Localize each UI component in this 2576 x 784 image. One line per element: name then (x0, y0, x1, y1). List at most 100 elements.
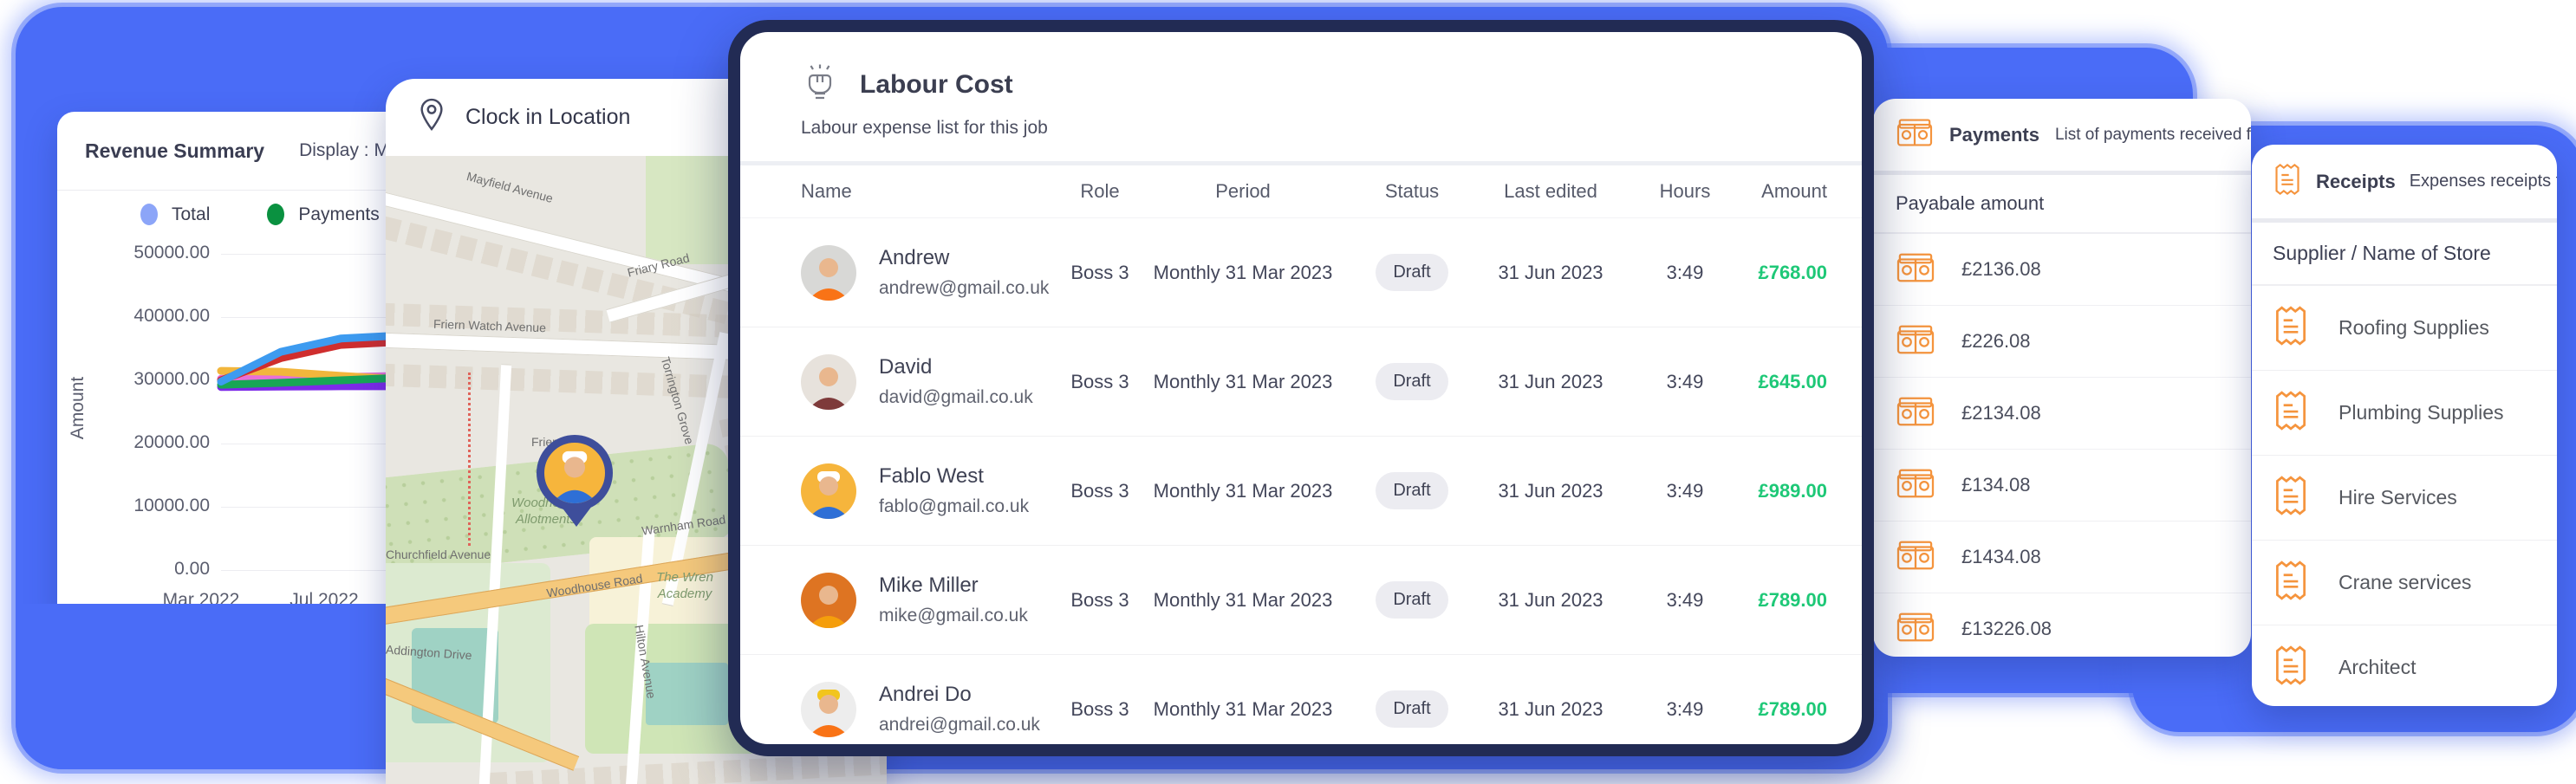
supplier-name: Roofing Supplies (2339, 316, 2489, 339)
worker-role: Boss 3 (1070, 479, 1129, 502)
payments-card: Payments List of payments received for t… (1873, 99, 2251, 657)
revenue-title: Revenue Summary (85, 139, 265, 162)
payment-row[interactable]: £13226.08 (1873, 593, 2251, 657)
column-header: Hours (1659, 180, 1711, 202)
y-axis-tick: 50000.00 (133, 243, 210, 262)
legend-dot-payments (267, 204, 285, 225)
receipt-row[interactable]: Plumbing Supplies (2252, 371, 2557, 456)
worker-name: David (879, 355, 933, 379)
worker-period: Monthly 31 Mar 2023 (1153, 261, 1333, 283)
column-header: Period (1215, 180, 1271, 202)
amount: £768.00 (1758, 261, 1827, 283)
banknote-icon (1896, 394, 1935, 433)
payments-column-header: Payabale amount (1896, 192, 2045, 214)
clock-in-title: Clock in Location (465, 105, 631, 129)
last-edited: 31 Jun 2023 (1498, 261, 1603, 283)
legend-item-total: Total (140, 204, 210, 225)
column-header: Amount (1761, 180, 1827, 202)
receipt-icon (2273, 559, 2309, 606)
y-axis-tick: 40000.00 (133, 306, 210, 326)
worker-email: andrew@gmail.co.uk (879, 278, 1050, 298)
worker-period: Monthly 31 Mar 2023 (1153, 370, 1333, 392)
avatar (801, 244, 856, 301)
avatar (544, 443, 605, 503)
amount: £645.00 (1758, 370, 1827, 392)
status-badge: Draft (1376, 581, 1448, 619)
table-row[interactable]: Fablo West fablo@gmail.co.uk Boss 3 Mont… (740, 437, 1862, 546)
supplier-name: Crane services (2339, 571, 2472, 593)
y-axis-tick: 20000.00 (133, 432, 210, 452)
payment-amount: £13226.08 (1961, 618, 2052, 639)
payment-amount: £134.08 (1961, 474, 2031, 496)
receipt-icon (2273, 162, 2302, 201)
payment-row[interactable]: £2136.08 (1873, 234, 2251, 306)
receipt-row[interactable]: Architect (2252, 625, 2557, 706)
legend-label-total: Total (172, 204, 211, 224)
receipt-icon (2273, 474, 2309, 522)
labour-fist-icon (801, 63, 839, 106)
legend-item-payments: Payments (267, 204, 380, 225)
payment-row[interactable]: £134.08 (1873, 450, 2251, 522)
amount: £989.00 (1758, 479, 1827, 502)
last-edited: 31 Jun 2023 (1498, 479, 1603, 502)
payment-row[interactable]: £1434.08 (1873, 522, 2251, 593)
payment-row[interactable]: £226.08 (1873, 306, 2251, 378)
column-header: Last edited (1504, 180, 1597, 202)
receipts-header: Receipts Expenses receipts for th (2252, 145, 2557, 218)
payment-amount: £2136.08 (1961, 258, 2041, 280)
worker-location-pin[interactable] (537, 435, 613, 511)
last-edited: 31 Jun 2023 (1498, 697, 1603, 720)
table-row[interactable]: Mike Miller mike@gmail.co.uk Boss 3 Mont… (740, 546, 1862, 655)
banknote-icon (1896, 322, 1935, 361)
table-row[interactable]: David david@gmail.co.uk Boss 3 Monthly 3… (740, 327, 1862, 437)
worker-role: Boss 3 (1070, 697, 1129, 720)
hours: 3:49 (1666, 697, 1704, 720)
receipt-row[interactable]: Hire Services (2252, 456, 2557, 541)
hours: 3:49 (1666, 370, 1704, 392)
receipt-row[interactable]: Crane services (2252, 541, 2557, 625)
receipts-card: Receipts Expenses receipts for th Suppli… (2252, 145, 2557, 706)
receipt-icon (2273, 389, 2309, 437)
banknote-icon (1896, 610, 1935, 649)
worker-name: Andrei Do (879, 683, 972, 706)
last-edited: 31 Jun 2023 (1498, 370, 1603, 392)
column-header: Role (1080, 180, 1120, 202)
receipt-row[interactable]: Roofing Supplies (2252, 286, 2557, 371)
banknote-icon (1896, 116, 1934, 153)
amount: £789.00 (1758, 697, 1827, 720)
labour-table-header: Name Role Period Status Last edited Hour… (740, 165, 1862, 218)
receipts-column-header: Supplier / Name of Store (2273, 242, 2491, 264)
labour-header: Labour Cost Labour expense list for this… (740, 32, 1862, 139)
hours: 3:49 (1666, 479, 1704, 502)
banknote-icon (1896, 250, 1935, 289)
y-axis-tick: 0.00 (174, 559, 210, 579)
worker-role: Boss 3 (1070, 588, 1129, 611)
supplier-name: Architect (2339, 656, 2417, 678)
status-badge: Draft (1376, 472, 1448, 509)
y-axis-tick: 10000.00 (133, 496, 210, 515)
legend-label-payments: Payments (298, 204, 380, 224)
last-edited: 31 Jun 2023 (1498, 588, 1603, 611)
hours: 3:49 (1666, 588, 1704, 611)
divider (1873, 232, 2251, 234)
avatar (801, 463, 856, 519)
banknote-icon (1896, 538, 1935, 577)
labour-cost-card: Labour Cost Labour expense list for this… (728, 20, 1874, 756)
supplier-name: Plumbing Supplies (2339, 401, 2504, 424)
worker-role: Boss 3 (1070, 261, 1129, 283)
avatar (801, 681, 856, 737)
chart-legend: Total Payments (140, 204, 380, 225)
receipt-icon (2273, 304, 2309, 352)
worker-email: mike@gmail.co.uk (879, 606, 1028, 625)
payment-amount: £226.08 (1961, 330, 2031, 352)
worker-email: fablo@gmail.co.uk (879, 496, 1030, 516)
table-row[interactable]: Andrew andrew@gmail.co.uk Boss 3 Monthly… (740, 218, 1862, 327)
table-row[interactable]: Andrei Do andrei@gmail.co.uk Boss 3 Mont… (740, 655, 1862, 744)
worker-period: Monthly 31 Mar 2023 (1153, 588, 1333, 611)
status-badge: Draft (1376, 254, 1448, 291)
divider (2252, 284, 2557, 286)
map-pitch-area (646, 663, 728, 725)
payment-row[interactable]: £2134.08 (1873, 378, 2251, 450)
street-label: Friern Watch Avenue (433, 316, 547, 335)
